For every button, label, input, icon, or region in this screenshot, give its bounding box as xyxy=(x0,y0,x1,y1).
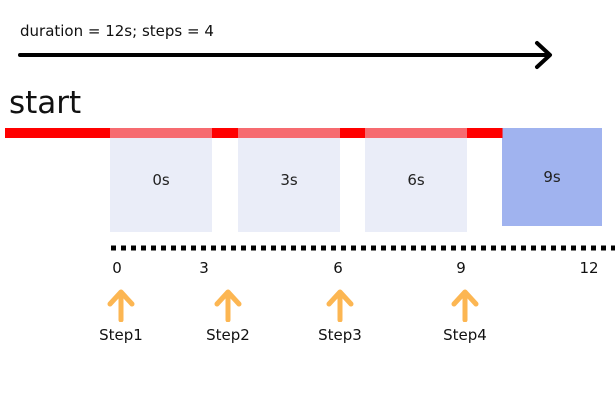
step-marker-4: Step4 xyxy=(435,288,495,344)
step-marker-3: Step3 xyxy=(310,288,370,344)
up-arrow-icon xyxy=(326,289,354,322)
up-arrow-icon xyxy=(214,289,242,322)
dotted-axis xyxy=(111,245,615,251)
tick-label-0: 0 xyxy=(112,259,122,277)
right-arrow-icon xyxy=(535,41,552,69)
tick-label-6: 6 xyxy=(333,259,343,277)
time-box-9s: 9s xyxy=(502,128,602,226)
time-box-label: 3s xyxy=(280,171,298,189)
step-marker-1: Step1 xyxy=(91,288,151,344)
time-box-label: 0s xyxy=(152,171,170,189)
time-box-label: 6s xyxy=(407,171,425,189)
start-label: start xyxy=(9,85,82,121)
direction-arrow xyxy=(18,41,552,69)
tick-label-9: 9 xyxy=(456,259,466,277)
time-box-3s: 3s xyxy=(238,128,340,232)
time-box-6s: 6s xyxy=(365,128,467,232)
tick-label-3: 3 xyxy=(199,259,209,277)
time-box-0s: 0s xyxy=(110,128,212,232)
up-arrow-icon xyxy=(107,289,135,322)
up-arrow-icon xyxy=(451,289,479,322)
duration-caption: duration = 12s; steps = 4 xyxy=(20,22,214,40)
step-label: Step2 xyxy=(206,326,250,344)
step-label: Step4 xyxy=(443,326,487,344)
step-label: Step1 xyxy=(99,326,143,344)
step-label: Step3 xyxy=(318,326,362,344)
step-marker-2: Step2 xyxy=(198,288,258,344)
time-box-label: 9s xyxy=(543,168,561,186)
tick-label-12: 12 xyxy=(579,259,599,277)
